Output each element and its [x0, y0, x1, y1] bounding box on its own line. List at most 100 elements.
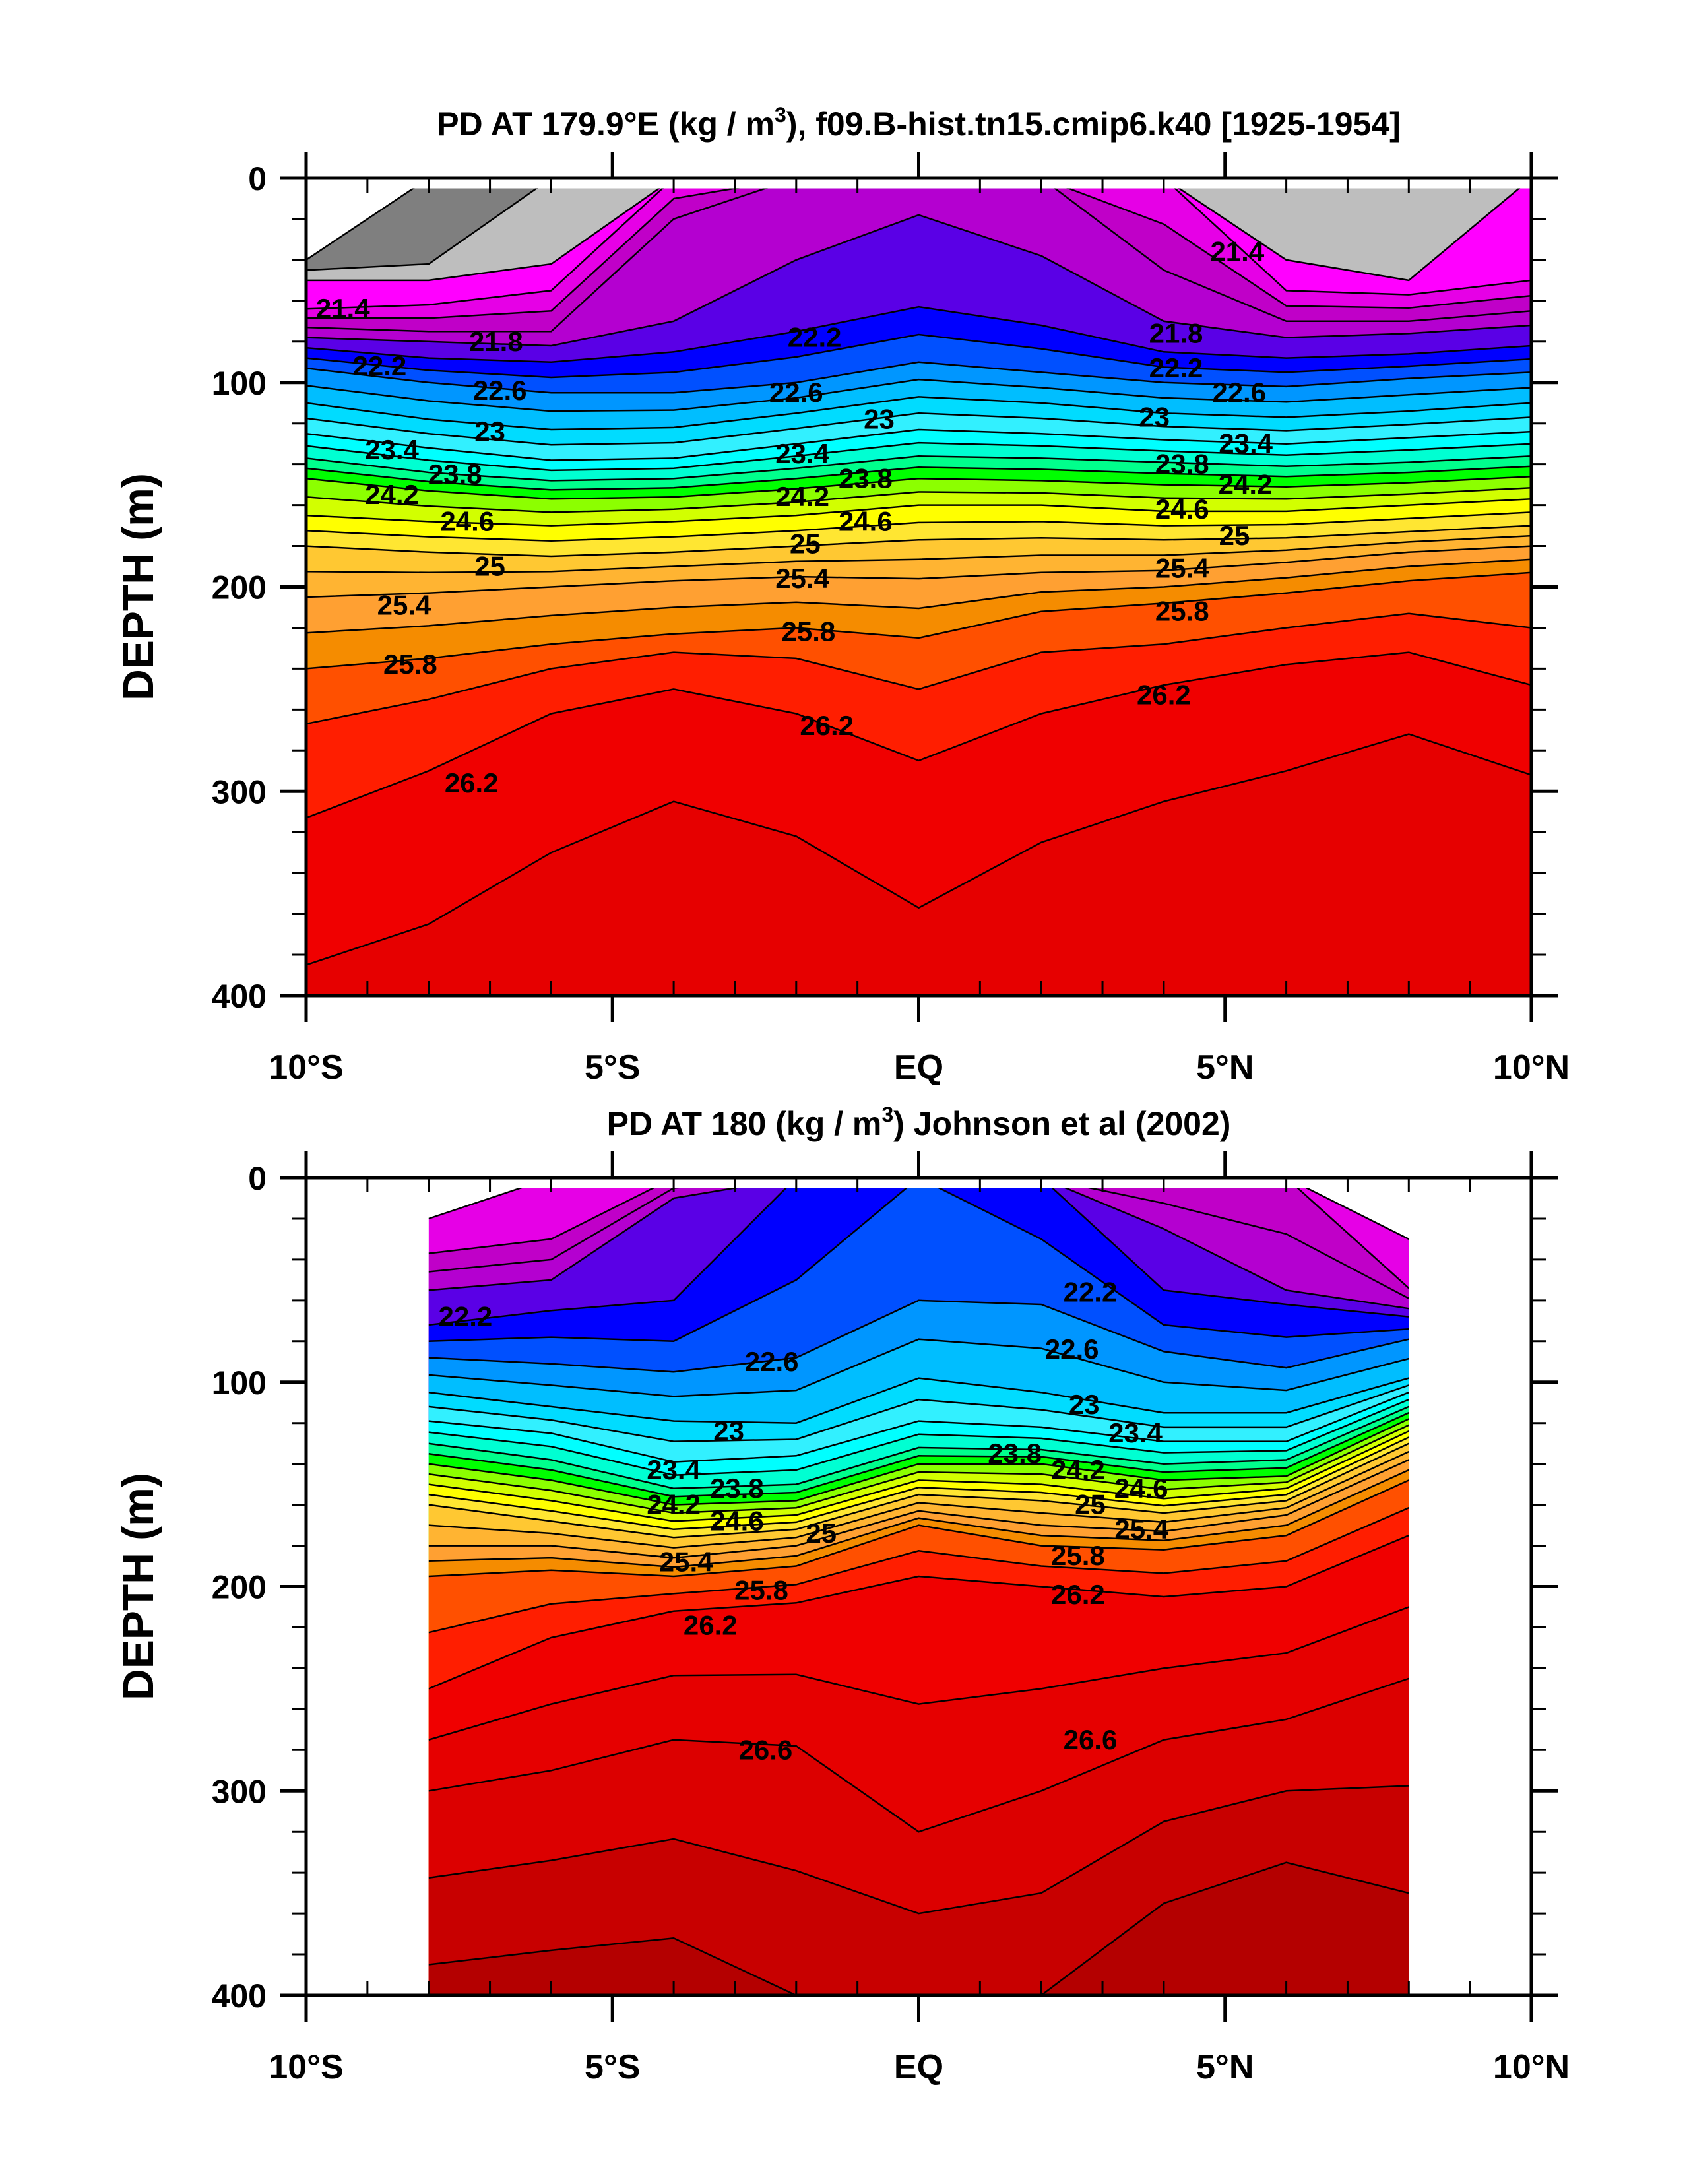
- contour-line-21.8: [306, 188, 1531, 333]
- contour-label: 22.2: [1064, 1276, 1118, 1307]
- y-tick-label: 400: [212, 1977, 267, 2014]
- title-main: PD AT 180 (kg / m: [607, 1105, 882, 1142]
- y-tick-label: 200: [212, 1569, 267, 1606]
- contour-label: 25.8: [1155, 596, 1209, 627]
- title-superscript: 3: [881, 1103, 893, 1126]
- contour-line-24.6: [306, 498, 1531, 527]
- contour-line-24.0: [428, 1412, 1409, 1498]
- contour-line-22.6: [428, 1299, 1409, 1373]
- contour-fills: [306, 188, 1531, 996]
- contour-label: 21.4: [1210, 236, 1264, 267]
- contour-label: 21.8: [1149, 317, 1203, 348]
- contour-label: 25: [1075, 1489, 1106, 1520]
- contour-fills: [428, 1188, 1409, 1995]
- y-tick-label: 100: [212, 1365, 267, 1401]
- contour-line-25.4: [306, 545, 1531, 598]
- contour-label: 25.4: [1155, 553, 1209, 584]
- contour-line-22.4: [428, 1188, 1409, 1343]
- contour-label: 26.2: [445, 767, 499, 798]
- contour-line-25.6: [306, 558, 1531, 634]
- x-tick-label: 5°S: [585, 2048, 640, 2086]
- y-tick-label: 0: [248, 160, 267, 197]
- y-tick-label: 400: [212, 978, 267, 1015]
- contour-label: 26.2: [1051, 1579, 1105, 1610]
- contour-line-24.4: [306, 487, 1531, 513]
- contour-label: 24.2: [365, 479, 419, 510]
- contour-line-25.0: [306, 525, 1531, 558]
- contour-line-26.0: [428, 1507, 1409, 1634]
- band-fill-27.0: [428, 1862, 1409, 1995]
- contour-label: 25: [790, 528, 821, 559]
- contour-label: 25: [1219, 520, 1250, 551]
- contour-line-23.2: [428, 1384, 1409, 1442]
- contour-label: 26.2: [1137, 680, 1191, 711]
- contour-line-24.8: [428, 1436, 1409, 1531]
- contour-label: 23: [864, 404, 895, 435]
- contour-label: 24.6: [440, 505, 494, 536]
- contour-label: 25.8: [383, 649, 437, 680]
- contour-line-21.4: [306, 188, 1531, 310]
- x-tick-label: 10°S: [269, 1048, 343, 1087]
- contour-line-23.8: [306, 455, 1531, 482]
- contour-label: 23: [474, 416, 505, 447]
- contour-label: 24.2: [775, 481, 829, 512]
- contour-label: 26.2: [684, 1609, 738, 1640]
- contour-label: 21.4: [316, 293, 370, 324]
- y-tick-label: 300: [212, 773, 267, 810]
- x-tick-label: 5°S: [585, 1048, 640, 1087]
- contour-line-24.8: [306, 511, 1531, 542]
- chart-title: PD AT 180 (kg / m3) Johnson et al (2002): [607, 1103, 1231, 1142]
- contour-label: 23: [1139, 401, 1170, 432]
- contour-line-25.6: [428, 1469, 1409, 1568]
- contour-label: 22.2: [439, 1301, 493, 1332]
- contour-label: 23: [1069, 1389, 1100, 1420]
- contour-label: 22.2: [353, 350, 407, 381]
- contour-label: 23.4: [775, 438, 829, 469]
- x-tick-label: 10°N: [1493, 2048, 1570, 2086]
- contour-label: 25.4: [659, 1546, 713, 1577]
- title-main: PD AT 179.9°E (kg / m: [437, 106, 775, 143]
- contour-label: 23.4: [647, 1454, 701, 1485]
- contour-line-25.2: [428, 1450, 1409, 1549]
- contour-line-27.0: [428, 1861, 1409, 1995]
- y-tick-label: 100: [212, 365, 267, 402]
- contour-line-22.4: [306, 333, 1531, 379]
- x-tick-label: 10°N: [1493, 1048, 1570, 1087]
- title-superscript: 3: [775, 103, 786, 127]
- contour-label: 23.8: [1155, 449, 1209, 480]
- y-tick-label: 300: [212, 1773, 267, 1810]
- contour-label: 23.8: [710, 1473, 764, 1504]
- contour-line-26.4: [428, 1606, 1409, 1741]
- contour-label: 22.6: [1212, 377, 1266, 408]
- contour-label: 23.4: [1108, 1417, 1163, 1448]
- contour-label: 24.6: [1114, 1473, 1168, 1504]
- contour-label: 22.2: [788, 322, 842, 353]
- contour-label: 25: [806, 1518, 837, 1549]
- contour-line-23.4: [306, 428, 1531, 461]
- x-tick-label: 10°S: [269, 2048, 343, 2086]
- band-fill-26.4: [306, 734, 1531, 996]
- contour-label: 24.6: [1155, 494, 1209, 525]
- contour-label: 25.8: [781, 616, 835, 647]
- contour-line-23.8: [428, 1405, 1409, 1490]
- contour-label: 22.6: [745, 1346, 799, 1377]
- contour-line-26.8: [428, 1785, 1409, 1915]
- contour-label: 25.8: [734, 1575, 788, 1606]
- contour-label: 23.8: [428, 459, 482, 490]
- title-rest: ) Johnson et al (2002): [893, 1105, 1230, 1142]
- y-tick-label: 200: [212, 569, 267, 606]
- contour-line-22.0: [306, 214, 1531, 347]
- contour-label: 25.8: [1051, 1540, 1105, 1571]
- contour-line-26.4: [306, 733, 1531, 966]
- contour-line-23.6: [306, 441, 1531, 472]
- contour-label: 22.6: [1045, 1333, 1099, 1365]
- y-axis-label: DEPTH (m): [113, 473, 162, 701]
- contour-line-23.0: [306, 396, 1531, 431]
- contour-line-25.2: [306, 534, 1531, 574]
- contour-line-25.0: [428, 1442, 1409, 1539]
- contour-line-24.4: [428, 1424, 1409, 1514]
- y-tick-label: 0: [248, 1160, 267, 1197]
- contour-label: 25: [474, 551, 505, 582]
- contour-line-22.8: [306, 378, 1531, 412]
- contour-line-26.6: [428, 1677, 1409, 1833]
